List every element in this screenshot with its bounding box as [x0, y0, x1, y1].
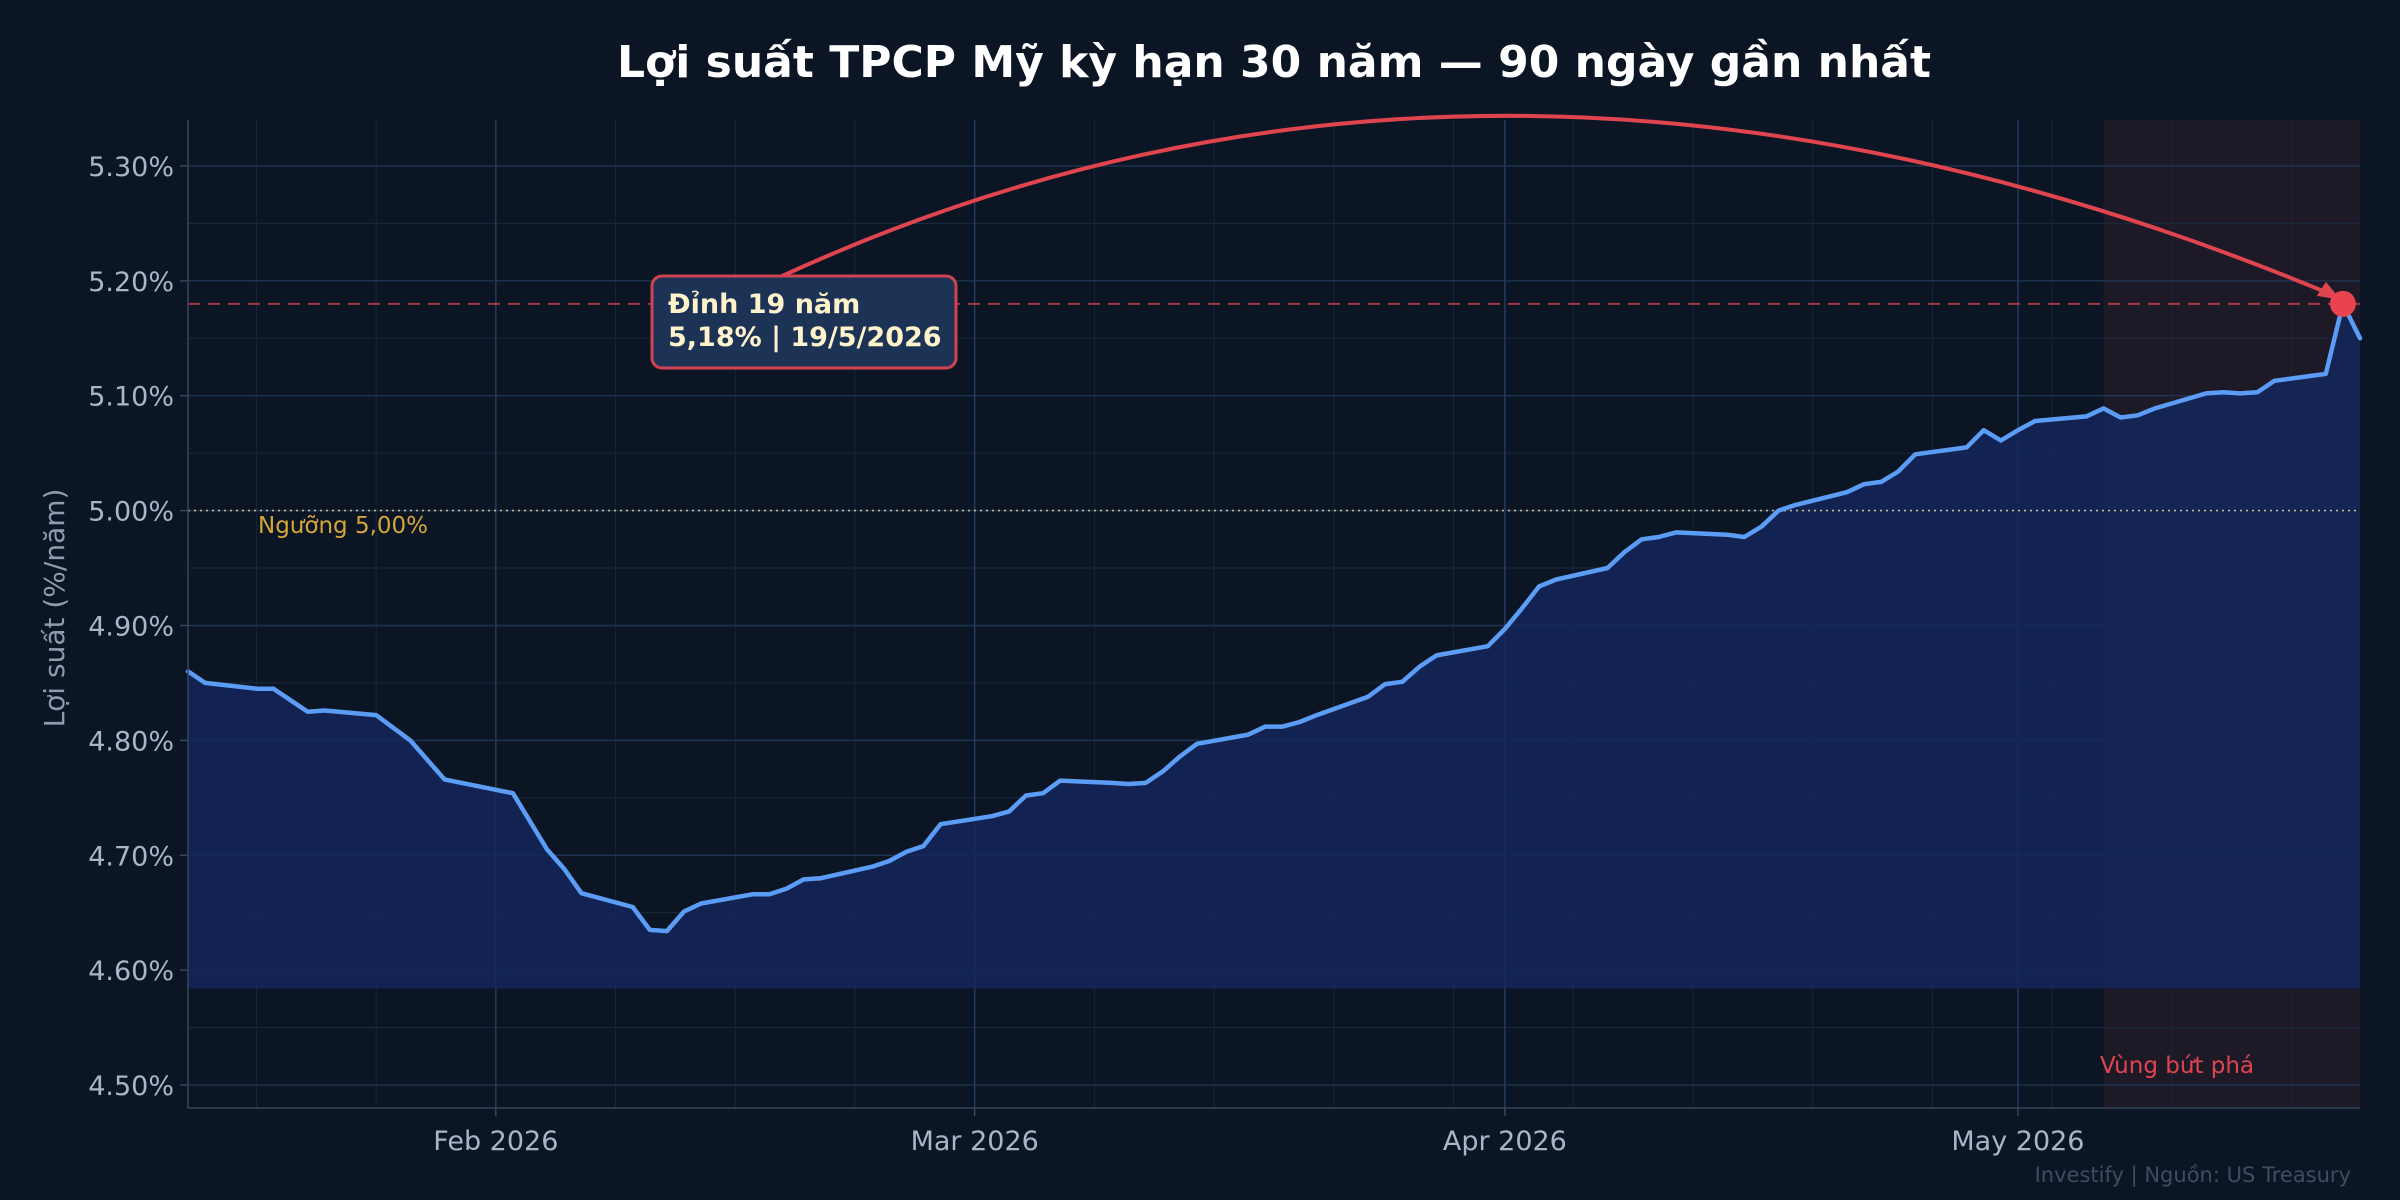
series-area [188, 303, 2360, 989]
x-tick-label: May 2026 [1951, 1126, 2084, 1157]
y-tick-label: 5.10% [88, 382, 174, 413]
annotation-arrow [779, 113, 2338, 299]
y-axis-label: Lợi suất (%/năm) [38, 489, 71, 728]
threshold-label: Ngưỡng 5,00% [258, 513, 428, 539]
annotation-box [650, 274, 958, 370]
y-tick-label: 4.80% [88, 726, 174, 757]
axes [180, 120, 2360, 1116]
x-tick-label: Feb 2026 [433, 1126, 558, 1157]
reference-lines [188, 302, 2360, 512]
y-tick-label: 4.60% [88, 956, 174, 987]
footer-source: Investify | Nguồn: US Treasury [2035, 1163, 2351, 1188]
peak-marker [2329, 290, 2356, 317]
y-tick-label: 5.20% [88, 267, 174, 298]
y-tick-label: 4.90% [88, 611, 174, 642]
annotation-layer [650, 113, 2356, 370]
shaded-region-label: Vùng bứt phá [2100, 1053, 2254, 1079]
y-tick-label: 4.70% [88, 841, 174, 872]
x-tick-label: Mar 2026 [911, 1126, 1039, 1157]
annotation-line-2: 5,18% | 19/5/2026 [668, 322, 942, 353]
tick-labels: 4.50% 4.60% 4.70% 4.80% 4.90% 5.00% 5.10% 5.20%… [88, 152, 2084, 1157]
annotation-line-1: Đỉnh 19 năm [668, 289, 860, 320]
series-line [185, 301, 2363, 934]
y-tick-label: 5.30% [88, 152, 174, 183]
y-tick-label: 5.00% [88, 497, 174, 528]
area-layer [188, 303, 2360, 989]
x-tick-label: Apr 2026 [1443, 1126, 1567, 1157]
chart-title: Lợi suất TPCP Mỹ kỳ hạn 30 năm — 90 ngày… [617, 37, 1931, 88]
y-tick-label: 4.50% [88, 1071, 174, 1102]
series-layer [185, 301, 2363, 934]
